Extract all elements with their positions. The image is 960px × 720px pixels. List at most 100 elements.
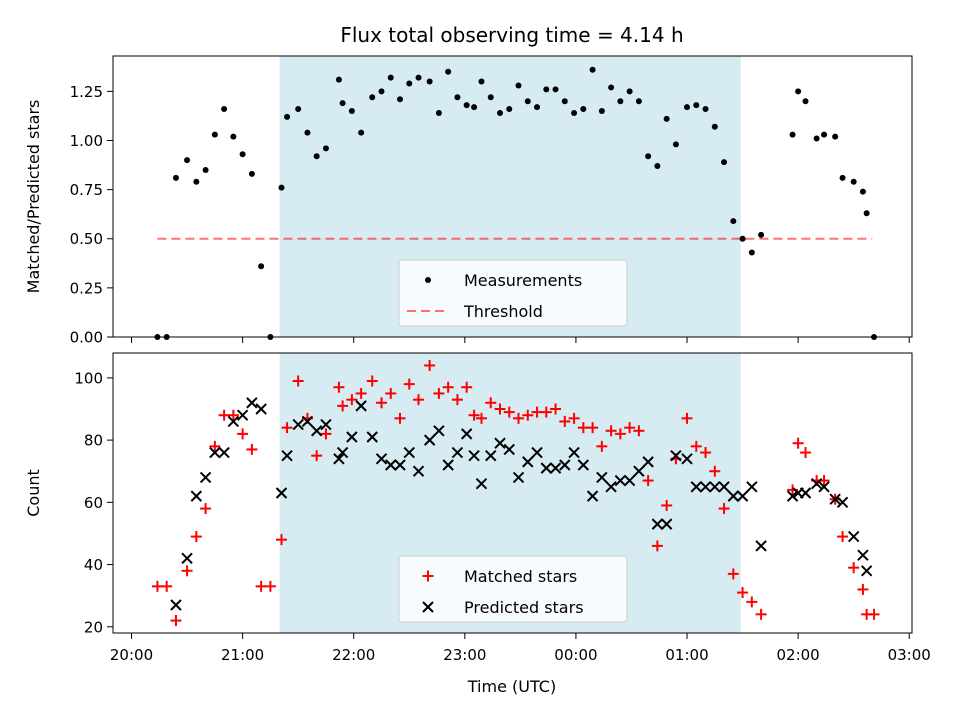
top-panel: 0.00 0.25 0.50 0.75 1.00 1.25 Matched/Predict…: [24, 55, 913, 347]
x-axis-label: Time (UTC): [467, 677, 556, 696]
y-tick-label: 0.00: [70, 329, 103, 347]
x-tick-label: 20:00: [110, 646, 153, 664]
chart-title: Flux total observing time = 4.14 h: [340, 23, 683, 47]
predicted-star-point: [199, 471, 212, 484]
measurement-point: [454, 94, 461, 101]
matched-star-point: [848, 562, 860, 574]
bottom-y-axis-label: Count: [24, 469, 43, 517]
measurement-point: [748, 249, 755, 256]
predicted-star-point: [301, 415, 314, 428]
matched-star-point: [276, 534, 288, 546]
matched-star-point: [727, 568, 739, 580]
matched-star-point: [837, 531, 849, 543]
measurement-point: [832, 133, 839, 140]
measurement-point: [758, 231, 765, 238]
matched-star-point: [661, 499, 673, 511]
matched-star-point: [264, 580, 276, 592]
y-tick-label: 0.75: [70, 181, 103, 199]
x-tick-label: 02:00: [777, 646, 820, 664]
measurement-point: [304, 129, 311, 136]
matched-star-point: [346, 394, 358, 406]
legend-marker-predicted: [422, 601, 434, 613]
measurement-point: [721, 159, 728, 166]
top-y-ticks: 0.00 0.25 0.50 0.75 1.00 1.25: [70, 83, 113, 347]
measurement-point: [684, 104, 691, 111]
predicted-star-point: [181, 552, 193, 565]
measurement-point: [258, 263, 265, 270]
predicted-star-point: [670, 449, 682, 462]
predicted-star-point: [818, 481, 830, 493]
matched-star-point: [681, 412, 693, 424]
measurement-point: [313, 153, 320, 160]
measurement-point: [552, 86, 559, 93]
measurement-point: [859, 188, 866, 195]
matched-star-point: [311, 450, 323, 462]
top-axes-frame: [112, 55, 913, 338]
predicted-star-point: [403, 446, 415, 459]
predicted-star-point: [346, 431, 358, 443]
matched-star-point: [513, 412, 525, 424]
predicted-star-point: [503, 443, 515, 456]
predicted-star-point: [829, 493, 841, 505]
predicted-star-point: [423, 434, 436, 446]
matched-star-point: [281, 422, 293, 434]
measurement-point: [221, 106, 228, 113]
predicted-star-point: [596, 471, 608, 484]
matched-star-point: [424, 359, 436, 371]
measurement-point: [626, 88, 633, 95]
measurement-point: [193, 178, 200, 185]
matched-star-point: [190, 531, 202, 543]
predicted-star-point: [494, 437, 506, 449]
predicted-star-point: [512, 471, 525, 484]
predicted-star-point: [236, 409, 249, 421]
matched-star-point: [227, 409, 239, 421]
matched-star-point: [700, 447, 712, 459]
matched-star-point: [522, 409, 534, 421]
predicted-star-point: [660, 518, 673, 530]
matched-star-point: [209, 440, 221, 452]
matched-star-point: [468, 409, 480, 421]
measurement-point: [739, 235, 746, 242]
measurement-point: [645, 153, 652, 160]
matched-star-point: [792, 437, 804, 449]
measurement-point: [339, 100, 346, 107]
predicted-star-point: [699, 481, 712, 493]
predicted-star-point: [540, 462, 553, 474]
measurement-point: [863, 210, 870, 217]
predicted-star-point: [355, 400, 367, 412]
measurement-point: [478, 78, 485, 85]
predicted-star-point: [209, 446, 221, 459]
matched-star-point: [200, 503, 212, 515]
predicted-star-point: [281, 449, 293, 462]
y-tick-label: 0.25: [70, 279, 103, 297]
y-tick-label: 60: [84, 494, 103, 512]
matched-star-point: [375, 397, 387, 409]
predicted-star-point: [412, 465, 425, 477]
matched-star-point: [494, 403, 506, 415]
measurement-point: [693, 102, 700, 109]
y-tick-label: 40: [84, 556, 103, 574]
y-tick-label: 20: [84, 618, 103, 636]
predicted-star-point: [847, 530, 860, 543]
predicted-star-point: [786, 490, 799, 502]
x-tick-label: 23:00: [443, 646, 486, 664]
measurement-point: [802, 98, 809, 105]
predicted-star-point: [559, 459, 571, 471]
legend-box: [398, 259, 628, 327]
measurement-point: [702, 106, 709, 113]
y-tick-label: 0.50: [70, 230, 103, 248]
measurement-point: [230, 133, 237, 140]
y-tick-label: 100: [74, 369, 103, 387]
legend-label: Threshold: [463, 302, 543, 321]
measurement-point: [608, 84, 615, 91]
measurement-point: [497, 109, 504, 116]
matched-star-point: [709, 465, 721, 477]
predicted-star-point: [275, 487, 288, 499]
bottom-x-ticks: 20:00 21:00 22:00 23:00 00:00 01:00 02:00 03:00: [110, 633, 931, 664]
bottom-panel: 20 40 60 80 100 20:00 21:00 22:00 23:00 00:00 01:…: [24, 352, 931, 664]
matched-star-point: [577, 422, 589, 434]
matched-star-point: [746, 596, 758, 608]
measurement-point: [387, 74, 394, 81]
measurement-point: [663, 115, 670, 122]
measurement-point: [654, 163, 661, 170]
